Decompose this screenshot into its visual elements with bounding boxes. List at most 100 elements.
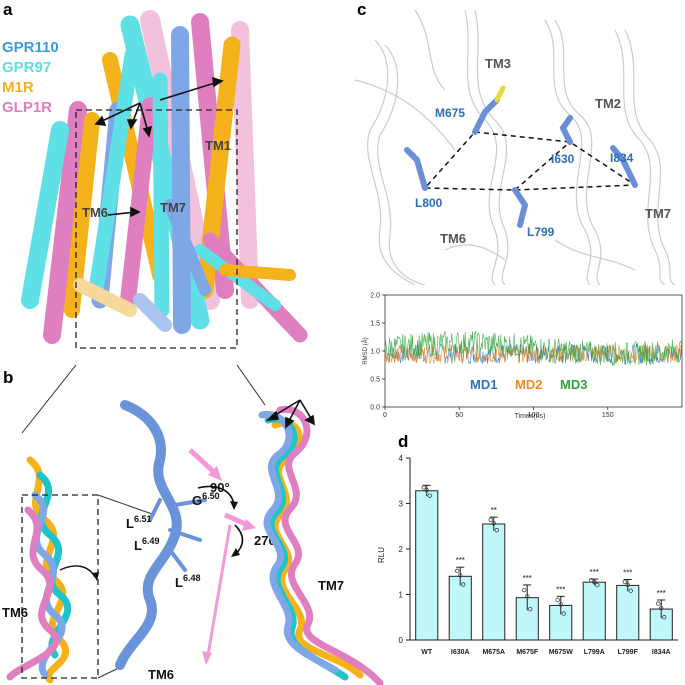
rmsd-y-tick-label: 1.5 <box>370 321 380 328</box>
label-c-tm2: TM2 <box>595 96 621 111</box>
bar-WT <box>415 490 439 641</box>
bar-y-tick-label: 3 <box>399 500 404 509</box>
tm6-helix-left <box>6 456 71 684</box>
replicate-dot <box>622 579 627 585</box>
rmsd-x-tick-label: 100 <box>528 412 540 419</box>
panel-d-letter: d <box>398 432 409 451</box>
bar-x-label: M675W <box>549 649 574 656</box>
tm6-helix-zoom <box>115 400 207 670</box>
replicate-dot <box>491 521 496 526</box>
tm7-arrows <box>265 399 315 429</box>
rmsd-trace-md1 <box>384 343 683 365</box>
bar-x-label: I630A <box>451 649 470 656</box>
contact-network <box>423 131 638 191</box>
panel-b-structure: TM6 90° 270° G6.50 L6.51 L6.49 L6.48 TM6… <box>2 365 384 685</box>
ribbon-outlines <box>355 9 676 285</box>
replicate-dot <box>461 582 466 587</box>
label-l651: L6.51 <box>126 514 151 531</box>
rmsd-x-tick-label: 50 <box>455 412 463 419</box>
label-a-tm1: TM1 <box>205 138 231 153</box>
legend-md1: MD1 <box>470 377 497 392</box>
bar-I630A <box>448 575 472 641</box>
replicate-dot <box>628 588 633 593</box>
panel-a-letter: a <box>3 0 13 19</box>
label-a-tm6: TM6 <box>82 205 108 220</box>
replicate-dot <box>558 602 563 607</box>
rmsd-y-tick-label: 2.0 <box>370 293 380 300</box>
label-b-tm6-left: TM6 <box>2 605 28 620</box>
rmsd-y-tick-label: 0.5 <box>370 377 380 384</box>
bar-L799A <box>582 581 606 641</box>
label-a-tm7: TM7 <box>160 200 186 215</box>
label-m675: M675 <box>435 106 465 120</box>
helix-bundle <box>21 10 308 344</box>
rmsd-plot: 0.0 0.5 1.0 1.5 2.0 0 50 100 150 RMSD (Å) Times… <box>362 293 683 420</box>
rmsd-x-label: Times(ns) <box>515 413 546 420</box>
label-i630: I630 <box>551 152 575 166</box>
legend-md3: MD3 <box>560 377 587 392</box>
legend-gpr97: GPR97 <box>2 59 52 76</box>
label-angle-90: 90° <box>210 480 230 495</box>
bar-x-labels: WT I630A M675A M675F M675W L799A L799F I834A <box>421 649 670 656</box>
rmsd-y-tick-label: 1.0 <box>370 349 380 356</box>
replicate-dot <box>656 601 661 606</box>
replicate-dot <box>455 568 460 574</box>
legend-md2: MD2 <box>515 377 542 392</box>
rmsd-trace-md2 <box>384 343 683 364</box>
panel-a-structure: TM1 TM7 TM6 <box>21 10 308 349</box>
panel-c-letter: c <box>357 0 367 19</box>
replicate-dot <box>662 615 667 620</box>
zoom-guide-left <box>21 365 77 434</box>
replicate-dot <box>488 517 493 523</box>
bar-x-label: L799A <box>584 649 605 656</box>
rmsd-x-tick-label: 150 <box>602 412 614 419</box>
significance-label: ** <box>491 506 497 515</box>
panel-b-letter: b <box>3 368 14 387</box>
replicate-dot <box>424 488 429 493</box>
panel-a-legend: GPR110 GPR97 M1R GLP1R <box>2 38 59 118</box>
rmsd-y-tick-label: 0.0 <box>370 405 380 412</box>
replicate-dot <box>528 606 533 612</box>
label-i834: I834 <box>610 151 634 165</box>
replicate-dot <box>525 594 530 599</box>
label-c-tm6: TM6 <box>440 231 466 246</box>
significance-label: *** <box>623 568 632 577</box>
replicate-dot <box>458 573 463 578</box>
replicate-dot <box>592 579 597 585</box>
bar-x-label: I834A <box>652 649 671 656</box>
replicate-dot <box>421 485 426 490</box>
rmsd-x-axis: 0 50 100 150 <box>383 407 614 419</box>
rmsd-traces <box>384 330 683 366</box>
legend-m1r: M1R <box>2 79 34 96</box>
label-l799: L799 <box>527 225 555 239</box>
tm6-rotate-arrow <box>59 565 96 578</box>
bar-x-label: WT <box>421 649 433 656</box>
replicate-dot <box>595 582 600 588</box>
significance-label: *** <box>523 574 532 583</box>
movement-arrows <box>94 76 224 218</box>
label-l649: L6.49 <box>134 536 159 553</box>
label-g650: G6.50 <box>192 491 220 508</box>
panel-c-pocket: TM3 TM2 M675 I630 I834 L800 L799 TM6 TM7 <box>355 9 676 285</box>
label-l648: L6.48 <box>175 573 200 590</box>
significance-label: *** <box>456 556 465 565</box>
bar-M675A <box>482 523 506 641</box>
pink-direction-arrows <box>188 448 256 665</box>
bar-y-label: RLU <box>377 547 386 563</box>
bar-x-label: M675A <box>482 649 505 656</box>
rmsd-x-tick-label: 0 <box>383 412 387 419</box>
label-c-tm3: TM3 <box>485 56 511 71</box>
significance-label: *** <box>590 568 599 577</box>
bar-y-tick-label: 0 <box>399 636 404 645</box>
bar-y-tick-label: 1 <box>399 591 404 600</box>
bar-marks: ************** ****** <box>415 484 673 641</box>
label-b-tm6-bottom: TM6 <box>148 667 174 682</box>
legend-glp1r: GLP1R <box>2 99 53 116</box>
zoom-guide-right <box>236 365 266 406</box>
significance-label: *** <box>657 589 666 598</box>
replicate-dot <box>427 493 432 498</box>
sulfur-stick <box>494 85 506 103</box>
significance-label: *** <box>556 585 565 594</box>
residue-sticks <box>404 97 638 228</box>
